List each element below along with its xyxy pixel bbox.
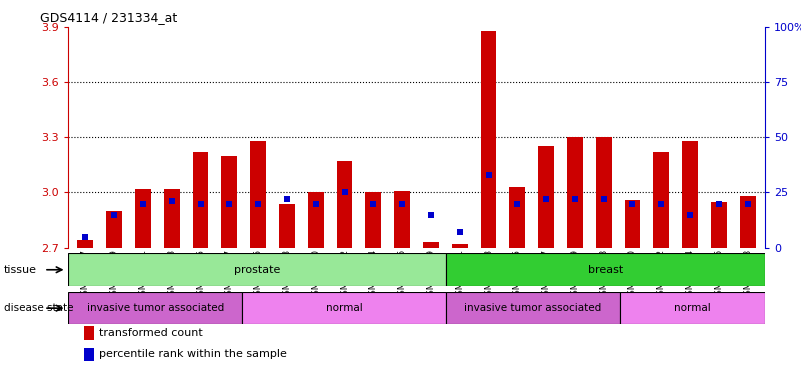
Text: disease state: disease state (4, 303, 74, 313)
Bar (135, 189, 151, 248)
Text: prostate: prostate (234, 265, 280, 275)
Bar (452, 244, 468, 248)
Bar (107, 211, 122, 248)
Bar (250, 141, 266, 248)
Bar (509, 187, 525, 248)
Text: invasive tumor associated: invasive tumor associated (87, 303, 223, 313)
Text: breast: breast (588, 265, 623, 275)
Bar (620, 292, 765, 324)
Bar (336, 161, 352, 248)
Bar (596, 137, 612, 248)
Bar (625, 200, 641, 248)
Bar (445, 292, 620, 324)
Text: normal: normal (674, 303, 710, 313)
Text: tissue: tissue (4, 265, 37, 275)
Bar (192, 152, 208, 248)
Bar (68, 253, 445, 286)
Bar (308, 192, 324, 248)
Bar (221, 156, 237, 248)
Bar (567, 137, 583, 248)
Text: normal: normal (325, 303, 362, 313)
Bar (481, 31, 497, 248)
Bar (394, 190, 410, 248)
Text: invasive tumor associated: invasive tumor associated (464, 303, 602, 313)
Bar (711, 202, 727, 248)
Bar (68, 292, 242, 324)
Bar (365, 192, 381, 248)
Bar (654, 152, 669, 248)
Bar (740, 196, 755, 248)
Bar (682, 141, 698, 248)
Bar (423, 242, 439, 248)
Bar (164, 189, 179, 248)
Bar (445, 253, 765, 286)
Bar (538, 146, 554, 248)
Text: transformed count: transformed count (99, 328, 203, 338)
Bar (279, 204, 295, 248)
Text: percentile rank within the sample: percentile rank within the sample (99, 349, 287, 359)
Text: GDS4114 / 231334_at: GDS4114 / 231334_at (39, 12, 177, 25)
Bar (78, 240, 93, 248)
Bar (242, 292, 445, 324)
